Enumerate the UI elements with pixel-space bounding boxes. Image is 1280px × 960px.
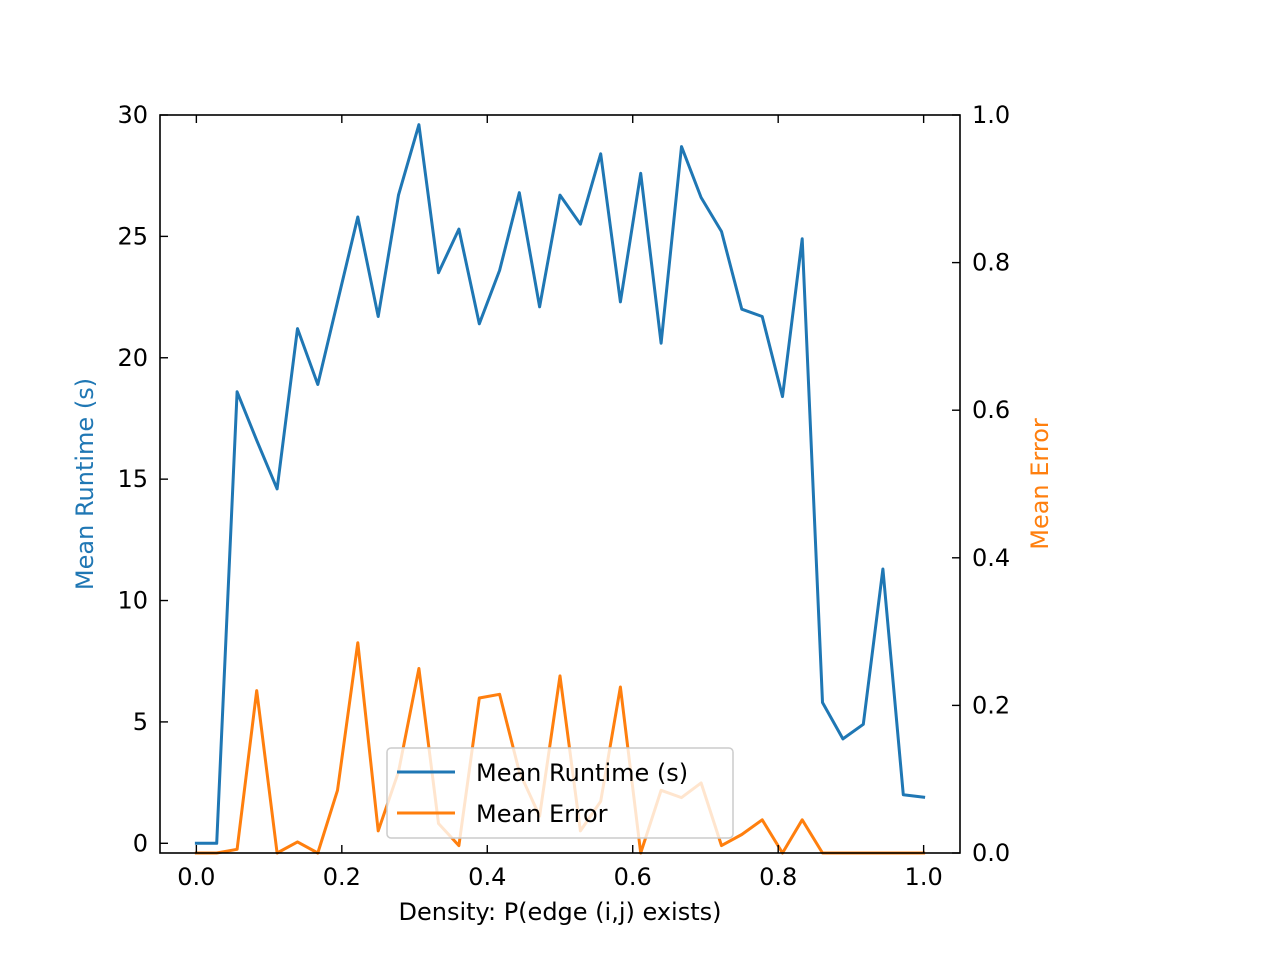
- x-tick-label: 0.2: [323, 863, 361, 891]
- y-tick-label: 20: [117, 344, 148, 372]
- y-tick-label: 10: [117, 587, 148, 615]
- legend-label-error: Mean Error: [476, 800, 608, 828]
- legend: Mean Runtime (s) Mean Error: [386, 747, 734, 839]
- y-tick-label: 30: [117, 101, 148, 129]
- legend-box: [386, 747, 734, 839]
- x-tick-label: 0.0: [177, 863, 215, 891]
- y-tick-label: 25: [117, 222, 148, 250]
- plot-frame: [159, 114, 961, 854]
- x-tick-label: 0.6: [614, 863, 652, 891]
- x-tick-label: 1.0: [905, 863, 943, 891]
- y-axis-label: Mean Runtime (s): [71, 378, 99, 590]
- x-axis-label: Density: P(edge (i,j) exists): [399, 898, 722, 926]
- y2-tick-label: 0.6: [972, 396, 1010, 424]
- y2-tick-label: 1.0: [972, 101, 1010, 129]
- y2-tick-label: 0.8: [972, 249, 1010, 277]
- y2-tick-label: 0.4: [972, 544, 1010, 572]
- y2-tick-label: 0.0: [972, 839, 1010, 867]
- runtime-series-line: [194, 123, 926, 845]
- tick-layer: 0.0 0.2 0.4 0.6 0.8 1.0 0 5 10 15 20 25 30 0.0 0.2 0.4 0…: [117, 101, 1010, 891]
- y-tick-label: 15: [117, 465, 148, 493]
- legend-label-runtime: Mean Runtime (s): [476, 759, 688, 787]
- y2-tick-label: 0.2: [972, 691, 1010, 719]
- y-tick-label: 5: [133, 708, 148, 736]
- y2-axis-label: Mean Error: [1026, 418, 1054, 550]
- x-tick-label: 0.8: [759, 863, 797, 891]
- x-tick-label: 0.4: [468, 863, 506, 891]
- y-tick-label: 0: [133, 829, 148, 857]
